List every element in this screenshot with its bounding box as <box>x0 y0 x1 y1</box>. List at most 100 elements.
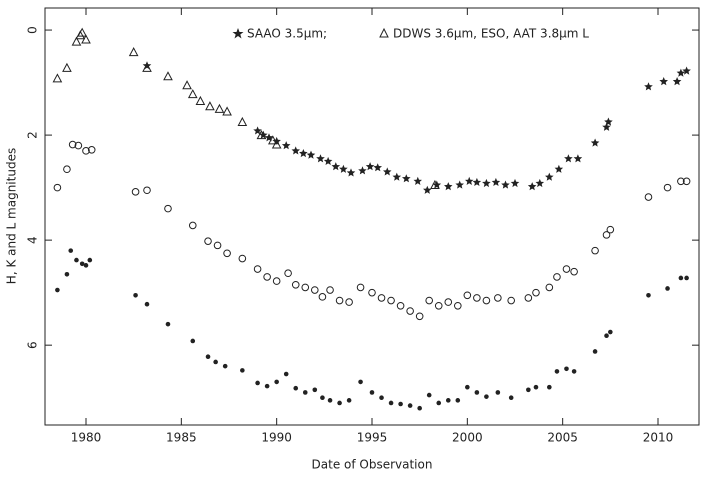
y-tick-label: 6 <box>26 341 40 349</box>
star-point <box>682 66 691 75</box>
filled-circle-point <box>388 400 394 406</box>
x-tick-label: 1980 <box>71 431 102 445</box>
star-point <box>392 172 402 181</box>
open-circle-point <box>131 188 140 196</box>
y-axis-title: H, K and L magnitudes <box>5 148 19 284</box>
star-point <box>590 138 600 147</box>
star-point <box>299 149 308 158</box>
filled-circle-point <box>337 400 342 406</box>
filled-circle-point <box>398 401 403 407</box>
star-point <box>501 180 510 189</box>
open-circle-point <box>602 231 611 239</box>
star-point <box>413 176 422 185</box>
star-point <box>323 156 333 165</box>
star-point <box>306 150 316 159</box>
open-circle-point <box>463 291 472 300</box>
star-point <box>510 178 520 188</box>
filled-circle-point <box>484 394 489 399</box>
open-circle-point <box>356 283 365 292</box>
filled-circle-point <box>379 395 384 400</box>
open-circle-point <box>663 183 672 192</box>
filled-circle-point <box>369 390 375 395</box>
legend-star <box>232 28 244 39</box>
triangle-point <box>430 179 440 189</box>
open-circle-point <box>204 237 212 245</box>
open-circle-point <box>53 183 62 192</box>
open-circle-point <box>310 286 319 294</box>
triangle-point <box>187 89 198 99</box>
star-point <box>331 162 341 171</box>
open-circle-point <box>238 254 247 263</box>
triangle-point <box>205 101 215 111</box>
star-point <box>316 154 325 163</box>
filled-circle-point <box>312 387 318 393</box>
triangle-point <box>271 139 282 149</box>
open-circle-point <box>87 146 96 154</box>
open-circle-point <box>284 269 292 278</box>
y-tick-label: 0 <box>26 26 40 34</box>
filled-circle-point <box>495 390 501 395</box>
open-circle-point <box>263 273 271 281</box>
x-axis-title: Date of Observation <box>312 458 433 472</box>
open-circle-point <box>545 283 554 292</box>
open-circle-point <box>682 177 691 186</box>
open-circle-point <box>368 288 376 297</box>
filled-circle-point <box>79 261 85 267</box>
star-point <box>573 154 583 163</box>
open-circle-point <box>63 165 71 174</box>
filled-circle-point <box>465 384 470 390</box>
triangle-point <box>62 62 72 72</box>
filled-circle-point <box>55 287 60 293</box>
filled-circle-point <box>264 383 270 389</box>
open-circle-point <box>507 296 515 305</box>
star-point <box>659 77 668 86</box>
open-circle-point <box>301 283 310 292</box>
filled-circle-point <box>190 338 196 344</box>
triangle-point <box>237 116 248 126</box>
filled-circle-point <box>68 248 74 253</box>
star-point <box>365 162 375 171</box>
filled-circle-point <box>240 368 245 373</box>
filled-circle-point <box>293 385 299 391</box>
open-circle-point <box>318 293 327 301</box>
triangle-point <box>256 130 267 140</box>
open-circle-point <box>473 294 481 302</box>
open-circle-point <box>553 273 561 281</box>
filled-circle-point <box>205 354 211 360</box>
filled-circle-point <box>74 257 79 263</box>
star-point <box>253 126 262 135</box>
triangle-point <box>214 103 225 113</box>
star-point <box>455 180 464 189</box>
open-circle-point <box>272 277 281 285</box>
star-point <box>672 77 682 86</box>
filled-circle-point <box>508 395 514 400</box>
filled-circle-point <box>222 363 228 369</box>
filled-circle-point <box>571 369 577 374</box>
open-circle-point <box>74 141 83 150</box>
filled-circle-point <box>213 359 218 365</box>
star-point <box>373 163 382 172</box>
open-circle-point <box>406 307 414 315</box>
triangle-point <box>77 27 88 37</box>
filled-circle-point <box>283 371 289 377</box>
open-circle-point <box>253 265 262 273</box>
triangle-point <box>52 73 63 83</box>
filled-circle-point <box>83 263 89 268</box>
filled-circle-point <box>426 392 432 398</box>
star-point <box>423 185 432 194</box>
y-tick-label: 4 <box>26 236 40 244</box>
filled-circle-point <box>320 395 325 400</box>
filled-circle-point <box>327 398 333 403</box>
triangle-point <box>222 106 232 116</box>
filled-circle-point <box>564 366 569 372</box>
star-point <box>281 141 291 150</box>
filled-circle-point <box>274 379 279 385</box>
open-circle-point <box>606 225 615 234</box>
legend-triangle <box>379 27 389 38</box>
open-circle-point <box>415 312 424 321</box>
triangle-point <box>81 34 91 44</box>
open-circle-point <box>524 294 533 302</box>
open-circle-point <box>335 296 344 305</box>
filled-circle-point <box>455 398 461 403</box>
